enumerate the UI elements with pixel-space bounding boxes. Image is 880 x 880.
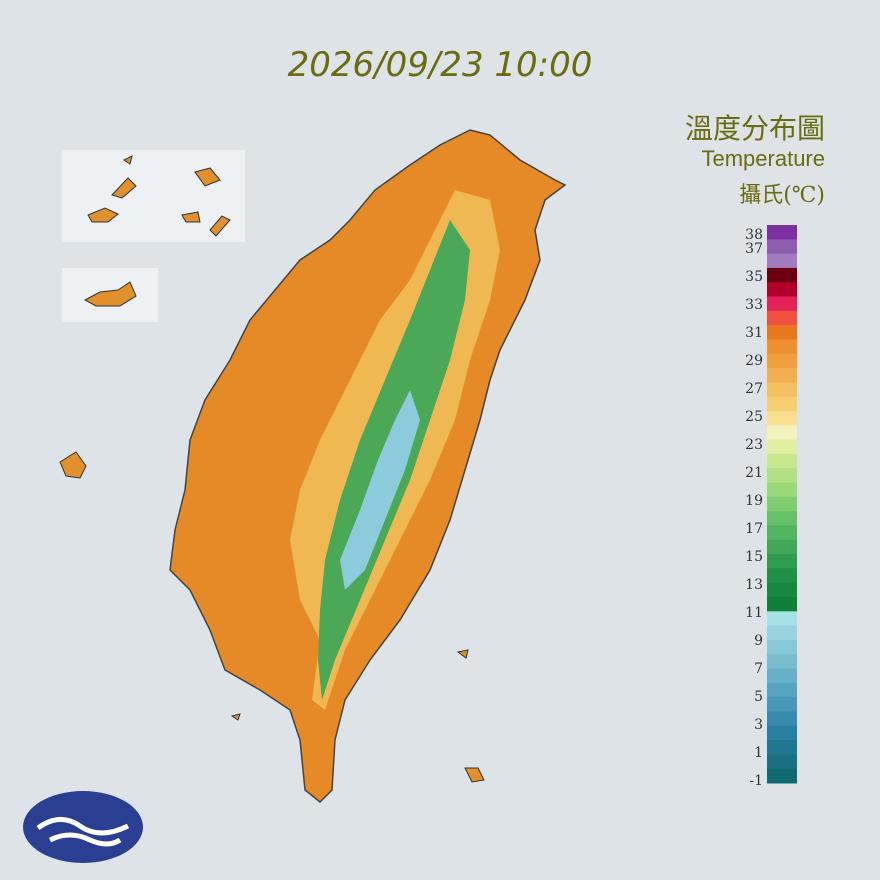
legend-swatch [767,239,797,255]
legend-subtitle: Temperature [701,146,825,171]
legend-title: 溫度分布圖 [685,112,825,145]
legend-swatch [767,740,797,755]
legend-tick-label: 37 [745,241,763,257]
legend-swatch [767,654,797,670]
legend-tick-label: 19 [745,493,763,509]
legend-swatch [767,368,797,383]
legend-tick-label: 25 [745,409,763,425]
legend-swatch [767,525,797,541]
legend-unit: 攝氏(℃) [739,183,825,208]
legend-swatch [767,396,797,412]
legend-tick-label: 17 [745,521,763,537]
legend-swatch [767,754,797,770]
legend-swatch [767,625,797,641]
legend-swatch [767,582,797,598]
legend-swatch [767,425,797,441]
legend-tick-label: 31 [745,325,763,341]
legend-swatch [767,225,797,240]
legend-swatch [767,411,797,426]
legend-tick-label: 35 [745,269,763,285]
legend-swatch [767,253,797,269]
legend-swatch [767,682,797,698]
legend-tick-label: 27 [745,381,763,397]
legend-swatch [767,468,797,484]
legend-swatch [767,697,797,712]
legend-tick-label: 29 [745,353,763,369]
legend-tick-label: 11 [745,605,763,621]
legend-swatch [767,597,797,612]
legend-tick-label: 3 [754,717,763,733]
legend-tick-label: 38 [745,227,763,243]
legend-tick-label: -1 [749,773,763,789]
logo-swirl [36,817,130,847]
legend-swatch [767,267,797,283]
legend-swatch [767,382,797,398]
legend-tick-label: 1 [754,745,763,761]
legend-swatch [767,554,797,569]
legend-tick-label: 9 [754,633,763,649]
legend-tick-label: 13 [745,577,763,593]
legend-tick-label: 15 [745,549,763,565]
legend-swatch [767,496,797,512]
legend-tick-label: 7 [754,661,763,677]
legend-swatch [767,310,797,326]
legend-tick-label: 23 [745,437,763,453]
legend-swatch [767,511,797,526]
legend-swatch [767,611,797,627]
legend-swatch [767,296,797,312]
legend-swatch [767,453,797,469]
legend-swatch [767,482,797,498]
legend-swatch [767,725,797,741]
legend-swatch [767,439,797,455]
legend-swatch [767,353,797,369]
high-peaks [340,390,420,590]
legend-tick-label: 5 [754,689,763,705]
islands [59,155,485,783]
timestamp: 2026/09/23 10:00 [288,45,593,85]
legend-tick-label: 21 [745,465,763,481]
legend-swatch [767,539,797,555]
legend-swatch [767,339,797,355]
legend-tick-label: 33 [745,297,763,313]
legend-swatch [767,768,797,784]
legend-swatch [767,325,797,340]
legend-swatch [767,639,797,655]
legend-swatch [767,668,797,684]
legend-swatch [767,568,797,584]
legend-swatch [767,711,797,727]
legend-swatch [767,282,797,298]
